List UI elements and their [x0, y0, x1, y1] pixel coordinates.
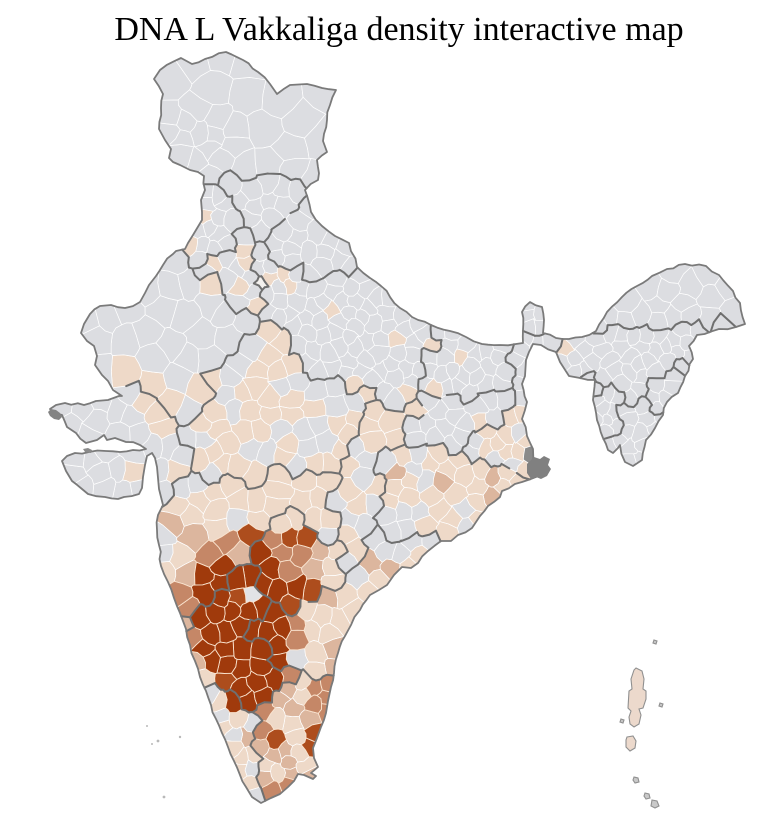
- svg-text:DNA L Vakkaliga density intera: DNA L Vakkaliga density interactive map: [114, 11, 683, 48]
